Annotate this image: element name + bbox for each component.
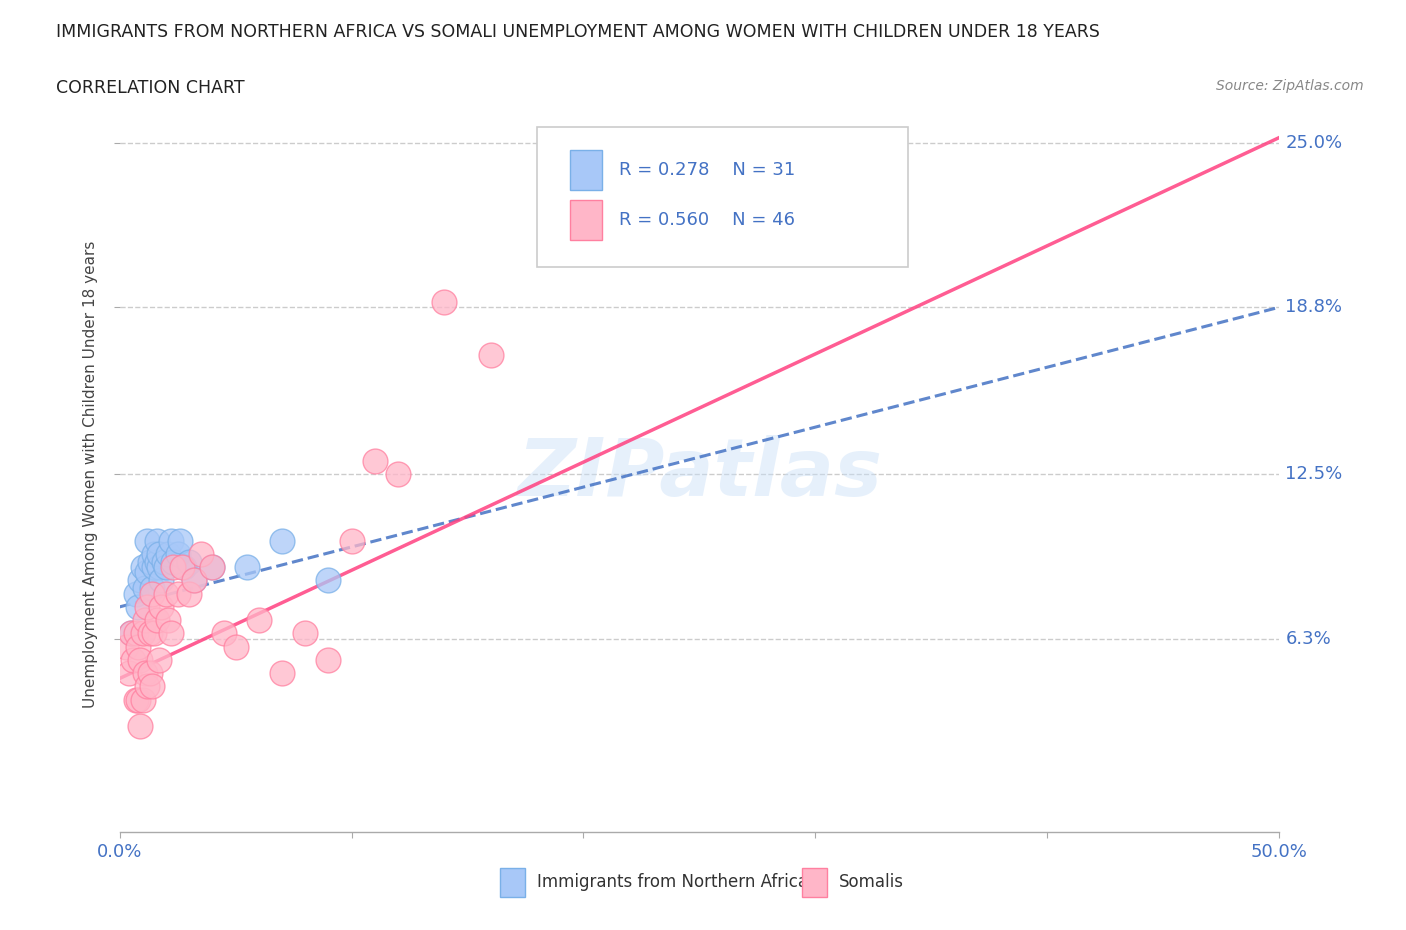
Point xyxy=(169,533,191,548)
Point xyxy=(172,560,194,575)
Point xyxy=(143,560,166,575)
Point xyxy=(166,586,188,601)
Point xyxy=(183,573,205,588)
Point xyxy=(294,626,316,641)
Point xyxy=(134,613,156,628)
Point xyxy=(125,586,148,601)
Point xyxy=(120,626,142,641)
Point xyxy=(127,600,149,615)
Point xyxy=(145,533,167,548)
Point xyxy=(236,560,259,575)
Point xyxy=(132,560,155,575)
Text: 18.8%: 18.8% xyxy=(1285,299,1343,316)
Point xyxy=(387,467,409,482)
Point xyxy=(141,679,163,694)
Point xyxy=(159,533,181,548)
Point xyxy=(148,560,170,575)
Point xyxy=(173,560,195,575)
Point xyxy=(572,242,595,257)
Point xyxy=(162,554,184,569)
Point xyxy=(132,626,155,641)
FancyBboxPatch shape xyxy=(801,869,827,897)
Point xyxy=(127,692,149,707)
Point xyxy=(141,581,163,596)
Text: ZIPatlas: ZIPatlas xyxy=(517,435,882,513)
Point xyxy=(190,547,212,562)
Point xyxy=(318,653,340,668)
Point xyxy=(162,560,184,575)
Point xyxy=(270,666,294,681)
FancyBboxPatch shape xyxy=(569,200,602,240)
Point xyxy=(340,533,363,548)
Point xyxy=(152,554,174,569)
Point xyxy=(363,454,385,469)
Text: R = 0.560    N = 46: R = 0.560 N = 46 xyxy=(620,211,796,229)
Point xyxy=(145,554,167,569)
Point xyxy=(479,348,502,363)
Text: Somalis: Somalis xyxy=(838,873,904,892)
Point xyxy=(115,639,138,654)
Text: CORRELATION CHART: CORRELATION CHART xyxy=(56,79,245,97)
Point xyxy=(122,653,145,668)
Point xyxy=(150,600,173,615)
Point xyxy=(177,586,201,601)
Point xyxy=(138,666,160,681)
Text: 6.3%: 6.3% xyxy=(1285,630,1331,647)
Point xyxy=(141,586,163,601)
Point xyxy=(159,626,181,641)
Point xyxy=(143,626,166,641)
Point xyxy=(148,653,170,668)
Point xyxy=(127,639,149,654)
Y-axis label: Unemployment Among Women with Children Under 18 years: Unemployment Among Women with Children U… xyxy=(83,241,98,708)
Point xyxy=(155,560,177,575)
Point xyxy=(129,719,152,734)
Point xyxy=(212,626,235,641)
Point xyxy=(125,692,148,707)
Point xyxy=(157,547,180,562)
Point xyxy=(138,626,160,641)
FancyBboxPatch shape xyxy=(501,869,526,897)
Point xyxy=(132,692,155,707)
Point xyxy=(125,626,148,641)
Point xyxy=(166,547,188,562)
Text: R = 0.278    N = 31: R = 0.278 N = 31 xyxy=(620,161,796,179)
Text: Source: ZipAtlas.com: Source: ZipAtlas.com xyxy=(1216,79,1364,93)
FancyBboxPatch shape xyxy=(537,127,908,267)
Point xyxy=(118,666,141,681)
Point xyxy=(120,626,142,641)
Point xyxy=(129,573,152,588)
Point xyxy=(148,547,170,562)
Point xyxy=(247,613,270,628)
Point xyxy=(150,573,173,588)
Point xyxy=(129,653,152,668)
Point xyxy=(201,560,224,575)
Point xyxy=(143,547,166,562)
Point xyxy=(177,554,201,569)
Point xyxy=(136,679,159,694)
Text: 25.0%: 25.0% xyxy=(1285,134,1343,152)
Point xyxy=(138,554,160,569)
Point xyxy=(145,613,167,628)
Point xyxy=(270,533,294,548)
FancyBboxPatch shape xyxy=(569,151,602,190)
Point xyxy=(155,586,177,601)
Point xyxy=(225,639,247,654)
Point xyxy=(183,573,205,588)
Point xyxy=(318,573,340,588)
Point xyxy=(136,600,159,615)
Point xyxy=(201,560,224,575)
Text: Immigrants from Northern Africa: Immigrants from Northern Africa xyxy=(537,873,808,892)
Point xyxy=(134,666,156,681)
Point xyxy=(136,533,159,548)
Point xyxy=(433,295,456,310)
Text: 12.5%: 12.5% xyxy=(1285,465,1343,484)
Point xyxy=(136,565,159,580)
Text: IMMIGRANTS FROM NORTHERN AFRICA VS SOMALI UNEMPLOYMENT AMONG WOMEN WITH CHILDREN: IMMIGRANTS FROM NORTHERN AFRICA VS SOMAL… xyxy=(56,23,1099,41)
Point xyxy=(134,581,156,596)
Point xyxy=(157,613,180,628)
